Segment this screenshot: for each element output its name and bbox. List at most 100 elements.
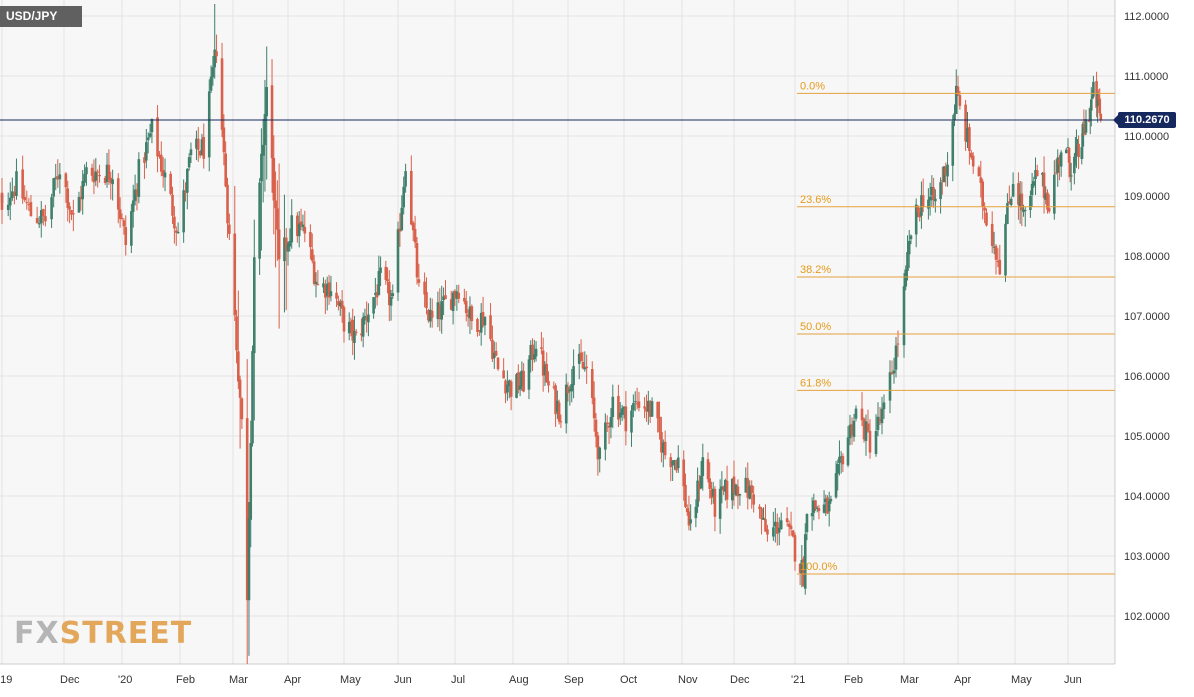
candle-bear bbox=[159, 154, 163, 172]
candle-bear bbox=[98, 174, 101, 177]
candle-bear bbox=[592, 397, 596, 419]
candle-bear bbox=[1047, 208, 1051, 212]
candle-bull bbox=[568, 389, 572, 392]
candle-bear bbox=[430, 310, 434, 318]
candle-bear bbox=[481, 311, 485, 326]
x-tick-label: Feb bbox=[176, 674, 195, 686]
candle-bear bbox=[438, 304, 442, 320]
candle-bull bbox=[290, 215, 294, 243]
candle-bull bbox=[506, 384, 509, 393]
candle-bear bbox=[669, 457, 673, 468]
candle-bear bbox=[303, 226, 307, 234]
last-price-badge: 110.2670 bbox=[1113, 112, 1176, 128]
candle-bear bbox=[410, 170, 413, 225]
candle-bear bbox=[466, 314, 470, 317]
candle-bear bbox=[921, 195, 925, 207]
candle-bull bbox=[805, 513, 809, 533]
candle-bear bbox=[365, 317, 368, 321]
candle-bull bbox=[260, 153, 263, 182]
candle-bear bbox=[522, 370, 525, 392]
candle-bull bbox=[195, 138, 198, 149]
candle-bull bbox=[914, 204, 918, 235]
candle-bear bbox=[685, 508, 689, 513]
y-tick-label: 110.0000 bbox=[1124, 131, 1169, 143]
candle-bear bbox=[866, 423, 870, 432]
candle-bear bbox=[557, 402, 561, 422]
candle-bear bbox=[226, 184, 229, 224]
candle-bear bbox=[489, 315, 492, 339]
candle-bear bbox=[648, 401, 652, 417]
candle-bull bbox=[249, 443, 253, 520]
candle-bear bbox=[998, 259, 1002, 275]
candle-bear bbox=[174, 230, 178, 233]
candle-bear bbox=[96, 171, 99, 173]
candle-bull bbox=[800, 560, 804, 575]
candle-bear bbox=[64, 173, 68, 188]
candle-bear bbox=[1058, 159, 1061, 165]
candle-bull bbox=[854, 408, 858, 419]
candle-bull bbox=[83, 173, 86, 183]
candle-bull bbox=[620, 408, 624, 415]
candle-bear bbox=[13, 192, 16, 196]
candle-bull bbox=[694, 506, 698, 519]
candle-bear bbox=[470, 306, 474, 322]
candle-bull bbox=[288, 240, 292, 247]
candle-bull bbox=[247, 518, 251, 601]
candle-bear bbox=[360, 333, 363, 336]
candle-bear bbox=[545, 363, 549, 383]
candle-bear bbox=[1077, 143, 1080, 158]
candle-bull bbox=[904, 269, 908, 287]
candle-bear bbox=[941, 180, 944, 182]
candle-bull bbox=[1011, 184, 1015, 197]
candle-bull bbox=[50, 197, 53, 220]
candle-bull bbox=[906, 252, 909, 271]
candle-bear bbox=[228, 224, 231, 234]
candle-bear bbox=[427, 310, 430, 321]
candle-bull bbox=[468, 306, 472, 319]
candle-bear bbox=[750, 485, 754, 494]
candle-bear bbox=[324, 285, 327, 298]
candle-bear bbox=[566, 386, 570, 394]
candle-bull bbox=[186, 168, 189, 193]
candle-bear bbox=[274, 200, 277, 209]
candle-bear bbox=[645, 408, 648, 412]
candle-bear bbox=[1098, 98, 1102, 114]
candle-bear bbox=[158, 154, 161, 157]
candle-bull bbox=[738, 494, 742, 496]
candle-bear bbox=[760, 508, 763, 520]
candle-bull bbox=[483, 316, 487, 326]
candle-bull bbox=[907, 240, 911, 255]
candle-bear bbox=[1087, 120, 1091, 122]
candle-bull bbox=[400, 207, 404, 231]
candle-bear bbox=[596, 435, 600, 460]
candle-bear bbox=[413, 228, 417, 243]
candle-bull bbox=[846, 437, 850, 466]
candle-bear bbox=[918, 212, 921, 218]
candle-bull bbox=[404, 171, 407, 187]
candle-bear bbox=[196, 138, 200, 150]
candle-bear bbox=[496, 357, 500, 370]
x-tick-label: '21 bbox=[791, 674, 805, 686]
candle-bull bbox=[650, 401, 654, 417]
x-tick-label: Apr bbox=[954, 674, 971, 686]
candle-bull bbox=[338, 302, 342, 307]
candle-bull bbox=[829, 498, 833, 502]
candle-bear bbox=[504, 380, 507, 394]
candle-bear bbox=[109, 177, 113, 183]
x-tick-label: Nov bbox=[678, 674, 698, 686]
candle-bull bbox=[145, 142, 148, 161]
candle-bear bbox=[1068, 162, 1072, 177]
candle-bull bbox=[379, 267, 382, 273]
candle-bull bbox=[261, 144, 265, 156]
candle-bear bbox=[637, 401, 641, 408]
candle-bull bbox=[724, 480, 727, 492]
candle-bear bbox=[1097, 95, 1101, 100]
fib-level-label: 38.2% bbox=[800, 264, 831, 276]
candle-bull bbox=[325, 283, 329, 296]
candle-bull bbox=[252, 257, 256, 354]
candle-bull bbox=[451, 292, 455, 312]
candle-bear bbox=[284, 237, 288, 250]
candle-bear bbox=[579, 352, 583, 361]
candle-bear bbox=[675, 460, 678, 471]
candle-bull bbox=[515, 374, 518, 398]
